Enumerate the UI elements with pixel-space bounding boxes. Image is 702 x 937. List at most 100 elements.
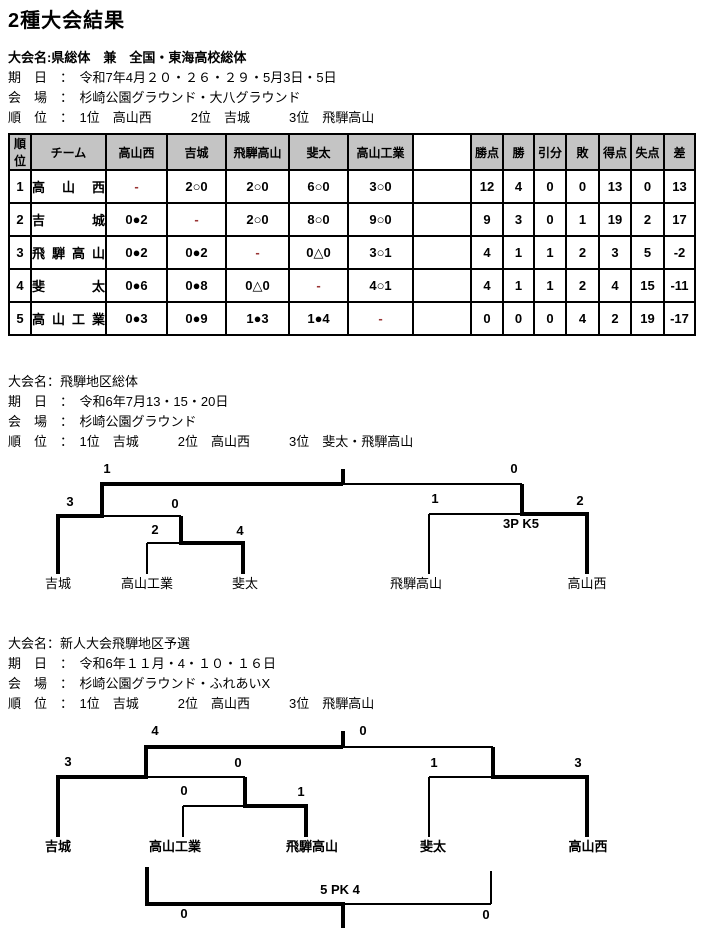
result-cell: 1●3 xyxy=(225,301,290,336)
bracket-team-name: 飛騨高山 xyxy=(389,576,443,591)
hida-bracket-lines xyxy=(56,469,589,574)
score-label: 0 xyxy=(482,907,490,922)
hida-meta: 大会名：飛騨地区総体 期 日 ： 令和6年7月13・15・20日 会 場 ： 杉… xyxy=(8,372,413,452)
result-cell: - xyxy=(288,268,349,303)
result-cell: 9○0 xyxy=(347,202,414,237)
blank-cell xyxy=(412,301,472,336)
hida-venue: 会 場 ： 杉崎公園グラウンド xyxy=(8,414,197,429)
goal-diff-cell: 17 xyxy=(663,202,696,237)
table-row: 2 吉 城 0●2 - 2○0 8○0 9○0 9 3 0 1 19 2 17 xyxy=(8,202,696,237)
header-team: チーム xyxy=(30,133,107,171)
result-cell: 1●4 xyxy=(288,301,349,336)
bracket-team-name: 斐太 xyxy=(419,839,447,854)
header-opponent: 吉城 xyxy=(166,133,227,171)
losses-cell: 2 xyxy=(565,268,600,303)
goal-diff-cell: -17 xyxy=(663,301,696,336)
points-cell: 4 xyxy=(470,268,504,303)
bracket-team-name: 斐太 xyxy=(231,576,259,591)
goals-for-cell: 3 xyxy=(598,235,632,270)
shinjin-meta: 大会名：新人大会飛騨地区予選 期 日 ： 令和6年１１月・4・１０・１６日 会 … xyxy=(8,634,374,714)
header-wins: 勝 xyxy=(502,133,535,171)
losses-cell: 2 xyxy=(565,235,600,270)
draws-cell: 1 xyxy=(533,268,567,303)
shinjin-ranks: 順 位 ： 1位 吉城 2位 高山西 3位 飛騨高山 xyxy=(8,696,375,711)
header-goals-against: 失点 xyxy=(630,133,665,171)
score-label: 0 xyxy=(234,755,242,770)
result-cell: 0●2 xyxy=(105,202,168,237)
goals-for-cell: 19 xyxy=(598,202,632,237)
league-table: 順位 チーム 高山西 吉城 飛騨高山 斐太 高山工業 勝点 勝 引分 敗 得点 … xyxy=(8,133,696,336)
wins-cell: 4 xyxy=(502,169,535,204)
header-opponent: 高山西 xyxy=(105,133,168,171)
goals-for-cell: 13 xyxy=(598,169,632,204)
header-goal-diff: 差 xyxy=(663,133,696,171)
wins-cell: 3 xyxy=(502,202,535,237)
points-cell: 12 xyxy=(470,169,504,204)
winner-path-hida xyxy=(179,516,245,574)
score-label: 0 xyxy=(180,783,188,798)
header-draws: 引分 xyxy=(533,133,567,171)
goal-diff-cell: -11 xyxy=(663,268,696,303)
losses-cell: 1 xyxy=(565,202,600,237)
goals-for-cell: 2 xyxy=(598,301,632,336)
rank-cell: 1 xyxy=(8,169,32,204)
shinjin-venue: 会 場 ： 杉崎公園グラウンド・ふれあいX xyxy=(8,676,271,691)
score-label: 3 xyxy=(64,754,72,769)
header-goals-for: 得点 xyxy=(598,133,632,171)
result-cell: - xyxy=(166,202,227,237)
score-label: 0 xyxy=(171,496,179,511)
score-label: 2 xyxy=(576,493,584,508)
result-cell: 2○0 xyxy=(225,202,290,237)
league-date: 期 日 ： 令和7年4月２０・２６・２９・5月3日・5日 xyxy=(8,70,337,85)
shinjin-date: 期 日 ： 令和6年１１月・4・１０・１６日 xyxy=(8,656,276,671)
winner-path-yoshiki xyxy=(56,482,343,574)
table-header-row: 順位 チーム 高山西 吉城 飛騨高山 斐太 高山工業 勝点 勝 引分 敗 得点 … xyxy=(8,133,696,171)
blank-cell xyxy=(412,268,472,303)
table-row: 1 高 山 西 - 2○0 2○0 6○0 3○0 12 4 0 0 13 0 … xyxy=(8,169,696,204)
bracket-team-name: 高山西 xyxy=(568,839,608,854)
hida-date: 期 日 ： 令和6年7月13・15・20日 xyxy=(8,394,229,409)
result-cell: 2○0 xyxy=(225,169,290,204)
winner-path-takayamanishi xyxy=(491,747,589,837)
result-cell: 0●8 xyxy=(166,268,227,303)
result-cell: 3○0 xyxy=(347,169,414,204)
result-cell: - xyxy=(105,169,168,204)
goals-against-cell: 2 xyxy=(630,202,665,237)
bracket-team-name: 吉城 xyxy=(44,576,72,591)
result-cell: 2○0 xyxy=(166,169,227,204)
result-cell: - xyxy=(225,235,290,270)
score-label: 3 xyxy=(66,494,74,509)
result-cell: 0●2 xyxy=(105,235,168,270)
score-label: 0 xyxy=(359,723,367,738)
losses-cell: 4 xyxy=(565,301,600,336)
result-cell: 4○1 xyxy=(347,268,414,303)
result-cell: - xyxy=(347,301,414,336)
goals-against-cell: 0 xyxy=(630,169,665,204)
header-opponent: 高山工業 xyxy=(347,133,414,171)
goals-against-cell: 15 xyxy=(630,268,665,303)
result-cell: 0△0 xyxy=(288,235,349,270)
draws-cell: 1 xyxy=(533,235,567,270)
bracket-team-name: 飛騨高山 xyxy=(285,839,339,854)
result-cell: 8○0 xyxy=(288,202,349,237)
wins-cell: 1 xyxy=(502,268,535,303)
winner-path-takayamanishi xyxy=(520,484,589,574)
third-place-winner-path xyxy=(145,867,345,906)
goals-against-cell: 19 xyxy=(630,301,665,336)
result-cell: 0△0 xyxy=(225,268,290,303)
team-cell: 高 山 西 xyxy=(30,169,107,204)
league-ranks: 順 位 ： 1位 高山西 2位 吉城 3位 飛騨高山 xyxy=(8,110,375,125)
score-label: 3 xyxy=(574,755,582,770)
shinjin-bracket-lines xyxy=(56,731,589,928)
result-cell: 0●3 xyxy=(105,301,168,336)
goals-for-cell: 4 xyxy=(598,268,632,303)
rank-cell: 3 xyxy=(8,235,32,270)
bracket-team-name: 吉城 xyxy=(44,839,72,854)
team-cell: 高 山 工 業 xyxy=(30,301,107,336)
team-cell: 斐 太 xyxy=(30,268,107,303)
result-cell: 6○0 xyxy=(288,169,349,204)
header-opponent: 飛騨高山 xyxy=(225,133,290,171)
draws-cell: 0 xyxy=(533,202,567,237)
blank-cell xyxy=(412,169,472,204)
goal-diff-cell: -2 xyxy=(663,235,696,270)
